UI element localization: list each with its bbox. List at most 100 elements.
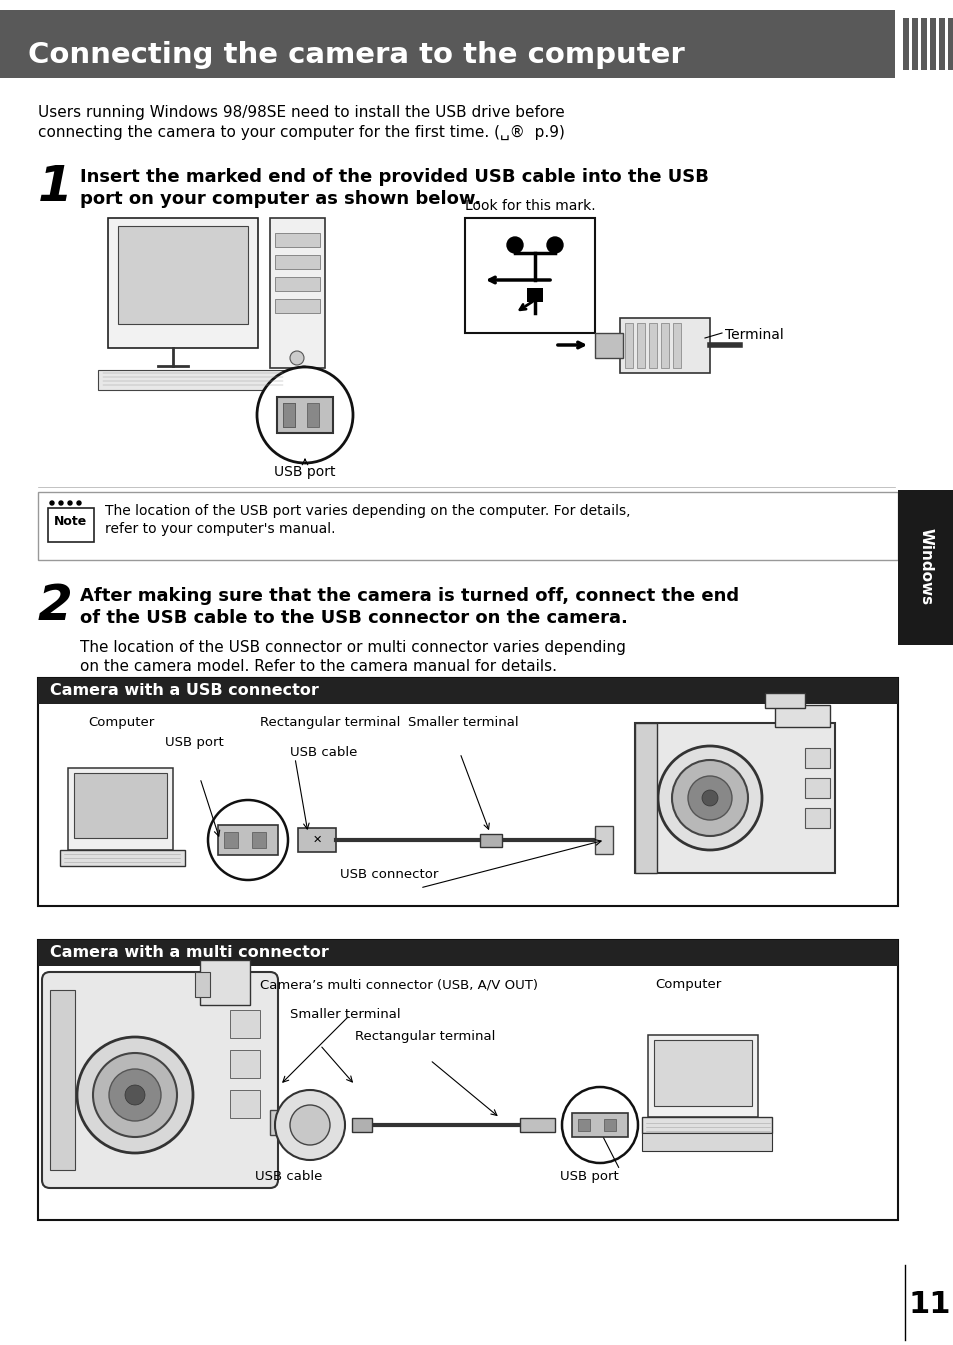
Circle shape [671, 760, 747, 837]
Circle shape [68, 500, 71, 504]
Circle shape [687, 776, 731, 820]
Bar [920, 17, 926, 70]
Text: The location of the USB port varies depending on the computer. For details,: The location of the USB port varies depe… [105, 504, 630, 518]
Bar [68, 768, 172, 850]
Bar [603, 1119, 616, 1131]
Bar [283, 404, 294, 426]
Text: Computer: Computer [88, 716, 154, 729]
Bar [274, 299, 319, 313]
Bar [230, 1089, 260, 1118]
Bar [804, 808, 829, 829]
Text: Terminal: Terminal [724, 328, 783, 342]
Bar [194, 972, 210, 997]
Bar [519, 1118, 555, 1132]
FancyBboxPatch shape [42, 972, 277, 1188]
Bar [108, 218, 257, 348]
Bar [74, 773, 167, 838]
Bar [38, 940, 897, 966]
Bar [479, 834, 501, 847]
Bar [635, 724, 834, 873]
Bar [224, 833, 237, 847]
Bar [774, 705, 829, 728]
Bar [230, 1010, 260, 1038]
Bar [572, 1114, 627, 1137]
Bar [595, 826, 613, 854]
Bar [38, 678, 897, 907]
Bar [60, 850, 185, 866]
Bar [648, 323, 657, 369]
Circle shape [77, 1037, 193, 1153]
Bar [764, 693, 804, 707]
Circle shape [290, 1106, 330, 1145]
Bar [274, 233, 319, 247]
Bar [274, 277, 319, 291]
Text: USB port: USB port [559, 1170, 618, 1184]
Text: Users running Windows 98/98SE need to install the USB drive before: Users running Windows 98/98SE need to in… [38, 105, 564, 120]
Text: Connecting the camera to the computer: Connecting the camera to the computer [28, 40, 684, 69]
Bar [938, 17, 944, 70]
Text: Camera’s multi connector (USB, A/V OUT): Camera’s multi connector (USB, A/V OUT) [260, 978, 537, 991]
Text: Windows: Windows [918, 529, 933, 605]
Bar [624, 323, 633, 369]
Bar [218, 824, 277, 855]
Bar [38, 940, 897, 1220]
Circle shape [92, 1053, 177, 1137]
Circle shape [256, 367, 353, 463]
Text: 11: 11 [908, 1290, 950, 1319]
Bar [635, 724, 657, 873]
Circle shape [50, 500, 54, 504]
Text: Camera with a USB connector: Camera with a USB connector [50, 683, 318, 698]
Bar [297, 829, 335, 851]
Text: port on your computer as shown below.: port on your computer as shown below. [80, 190, 480, 208]
Circle shape [125, 1085, 145, 1106]
Text: USB connector: USB connector [339, 868, 438, 881]
Circle shape [59, 500, 63, 504]
Bar [200, 960, 250, 1005]
Bar [270, 218, 325, 369]
Bar [98, 370, 288, 390]
Circle shape [658, 746, 761, 850]
Bar [660, 323, 668, 369]
Bar [230, 1050, 260, 1077]
Circle shape [109, 1069, 161, 1120]
Bar [641, 1116, 771, 1132]
Bar [911, 17, 917, 70]
Bar [595, 334, 622, 358]
Text: ✕: ✕ [312, 835, 321, 845]
Text: on the camera model. Refer to the camera manual for details.: on the camera model. Refer to the camera… [80, 659, 557, 674]
Bar [118, 226, 248, 324]
Circle shape [274, 1089, 345, 1159]
Bar [654, 1040, 751, 1106]
Bar [283, 404, 294, 426]
Bar [352, 1118, 372, 1132]
Bar [274, 256, 319, 269]
Bar [897, 490, 953, 646]
Text: USB cable: USB cable [290, 746, 357, 759]
Bar [902, 17, 908, 70]
Bar [252, 833, 266, 847]
Bar [0, 9, 894, 78]
Text: 2: 2 [38, 582, 72, 629]
Circle shape [546, 237, 562, 253]
Bar [50, 990, 75, 1170]
Text: connecting the camera to your computer for the first time. (␣®  p.9): connecting the camera to your computer f… [38, 125, 564, 140]
Text: USB cable: USB cable [254, 1170, 322, 1184]
Bar [804, 777, 829, 798]
Text: 1: 1 [38, 163, 72, 211]
Text: USB port: USB port [165, 736, 224, 749]
Bar [929, 17, 935, 70]
Text: After making sure that the camera is turned off, connect the end: After making sure that the camera is tur… [80, 586, 739, 605]
Bar [38, 492, 897, 560]
Circle shape [208, 800, 288, 880]
Bar [672, 323, 680, 369]
Bar [947, 17, 953, 70]
Circle shape [561, 1087, 638, 1163]
Bar [637, 323, 644, 369]
Text: Insert the marked end of the provided USB cable into the USB: Insert the marked end of the provided US… [80, 168, 708, 186]
Text: Computer: Computer [655, 978, 720, 991]
Bar [464, 218, 595, 334]
Ellipse shape [294, 366, 314, 395]
Text: Smaller terminal: Smaller terminal [408, 716, 518, 729]
Circle shape [701, 790, 718, 806]
Bar [270, 1110, 299, 1135]
